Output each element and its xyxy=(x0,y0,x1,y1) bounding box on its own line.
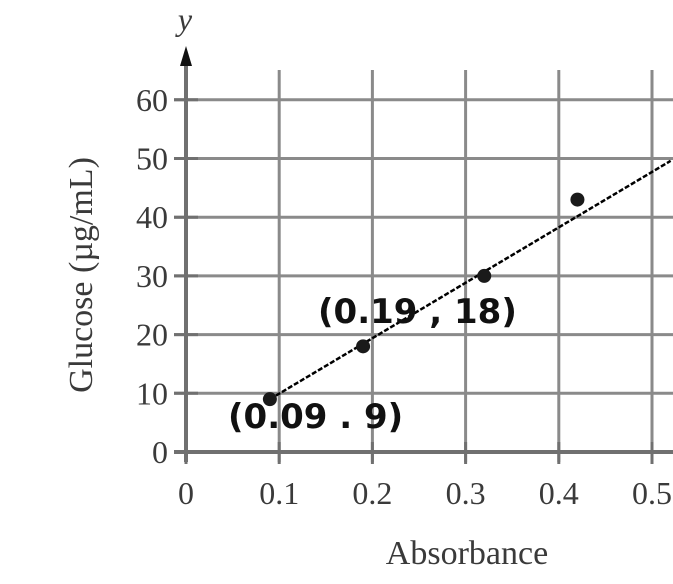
y-tick-label: 20 xyxy=(136,317,168,353)
tick-labels: 0 0.1 0.2 0.3 0.4 0.5 0 10 20 30 40 50 60 xyxy=(136,82,672,511)
y-axis-letter: y xyxy=(175,1,193,37)
annotation-point-009-9: (0.09 . 9) xyxy=(228,397,403,437)
x-axis-label: Absorbance xyxy=(386,535,548,572)
y-tick-label: 30 xyxy=(136,258,168,294)
x-tick-label: 0.5 xyxy=(632,475,672,511)
data-point xyxy=(356,339,371,354)
data-point xyxy=(262,392,277,407)
trend-line xyxy=(269,159,672,401)
regression-line xyxy=(269,159,672,401)
y-tick-label: 60 xyxy=(136,82,168,118)
y-tick-label: 40 xyxy=(136,199,168,235)
x-tick-label: 0.1 xyxy=(259,475,299,511)
annotations: (0.19 , 18) (0.09 . 9) xyxy=(228,292,517,437)
x-tick-label: 0.3 xyxy=(446,475,486,511)
x-tick-label: 0.2 xyxy=(352,475,392,511)
x-tick-label: 0.4 xyxy=(539,475,579,511)
y-axis-arrow-icon xyxy=(180,46,192,66)
annotation-point-019-18: (0.19 , 18) xyxy=(318,292,517,332)
y-tick-label: 0 xyxy=(152,434,168,470)
y-tick-label: 10 xyxy=(136,375,168,411)
axes xyxy=(174,46,673,464)
x-tick-label: 0 xyxy=(178,475,194,511)
grid-lines xyxy=(174,70,673,462)
y-tick-label: 50 xyxy=(136,141,168,177)
data-point xyxy=(570,192,585,207)
data-point xyxy=(477,268,492,283)
data-points xyxy=(262,192,585,407)
y-axis-label: Glucose (µg/mL) xyxy=(63,157,100,393)
